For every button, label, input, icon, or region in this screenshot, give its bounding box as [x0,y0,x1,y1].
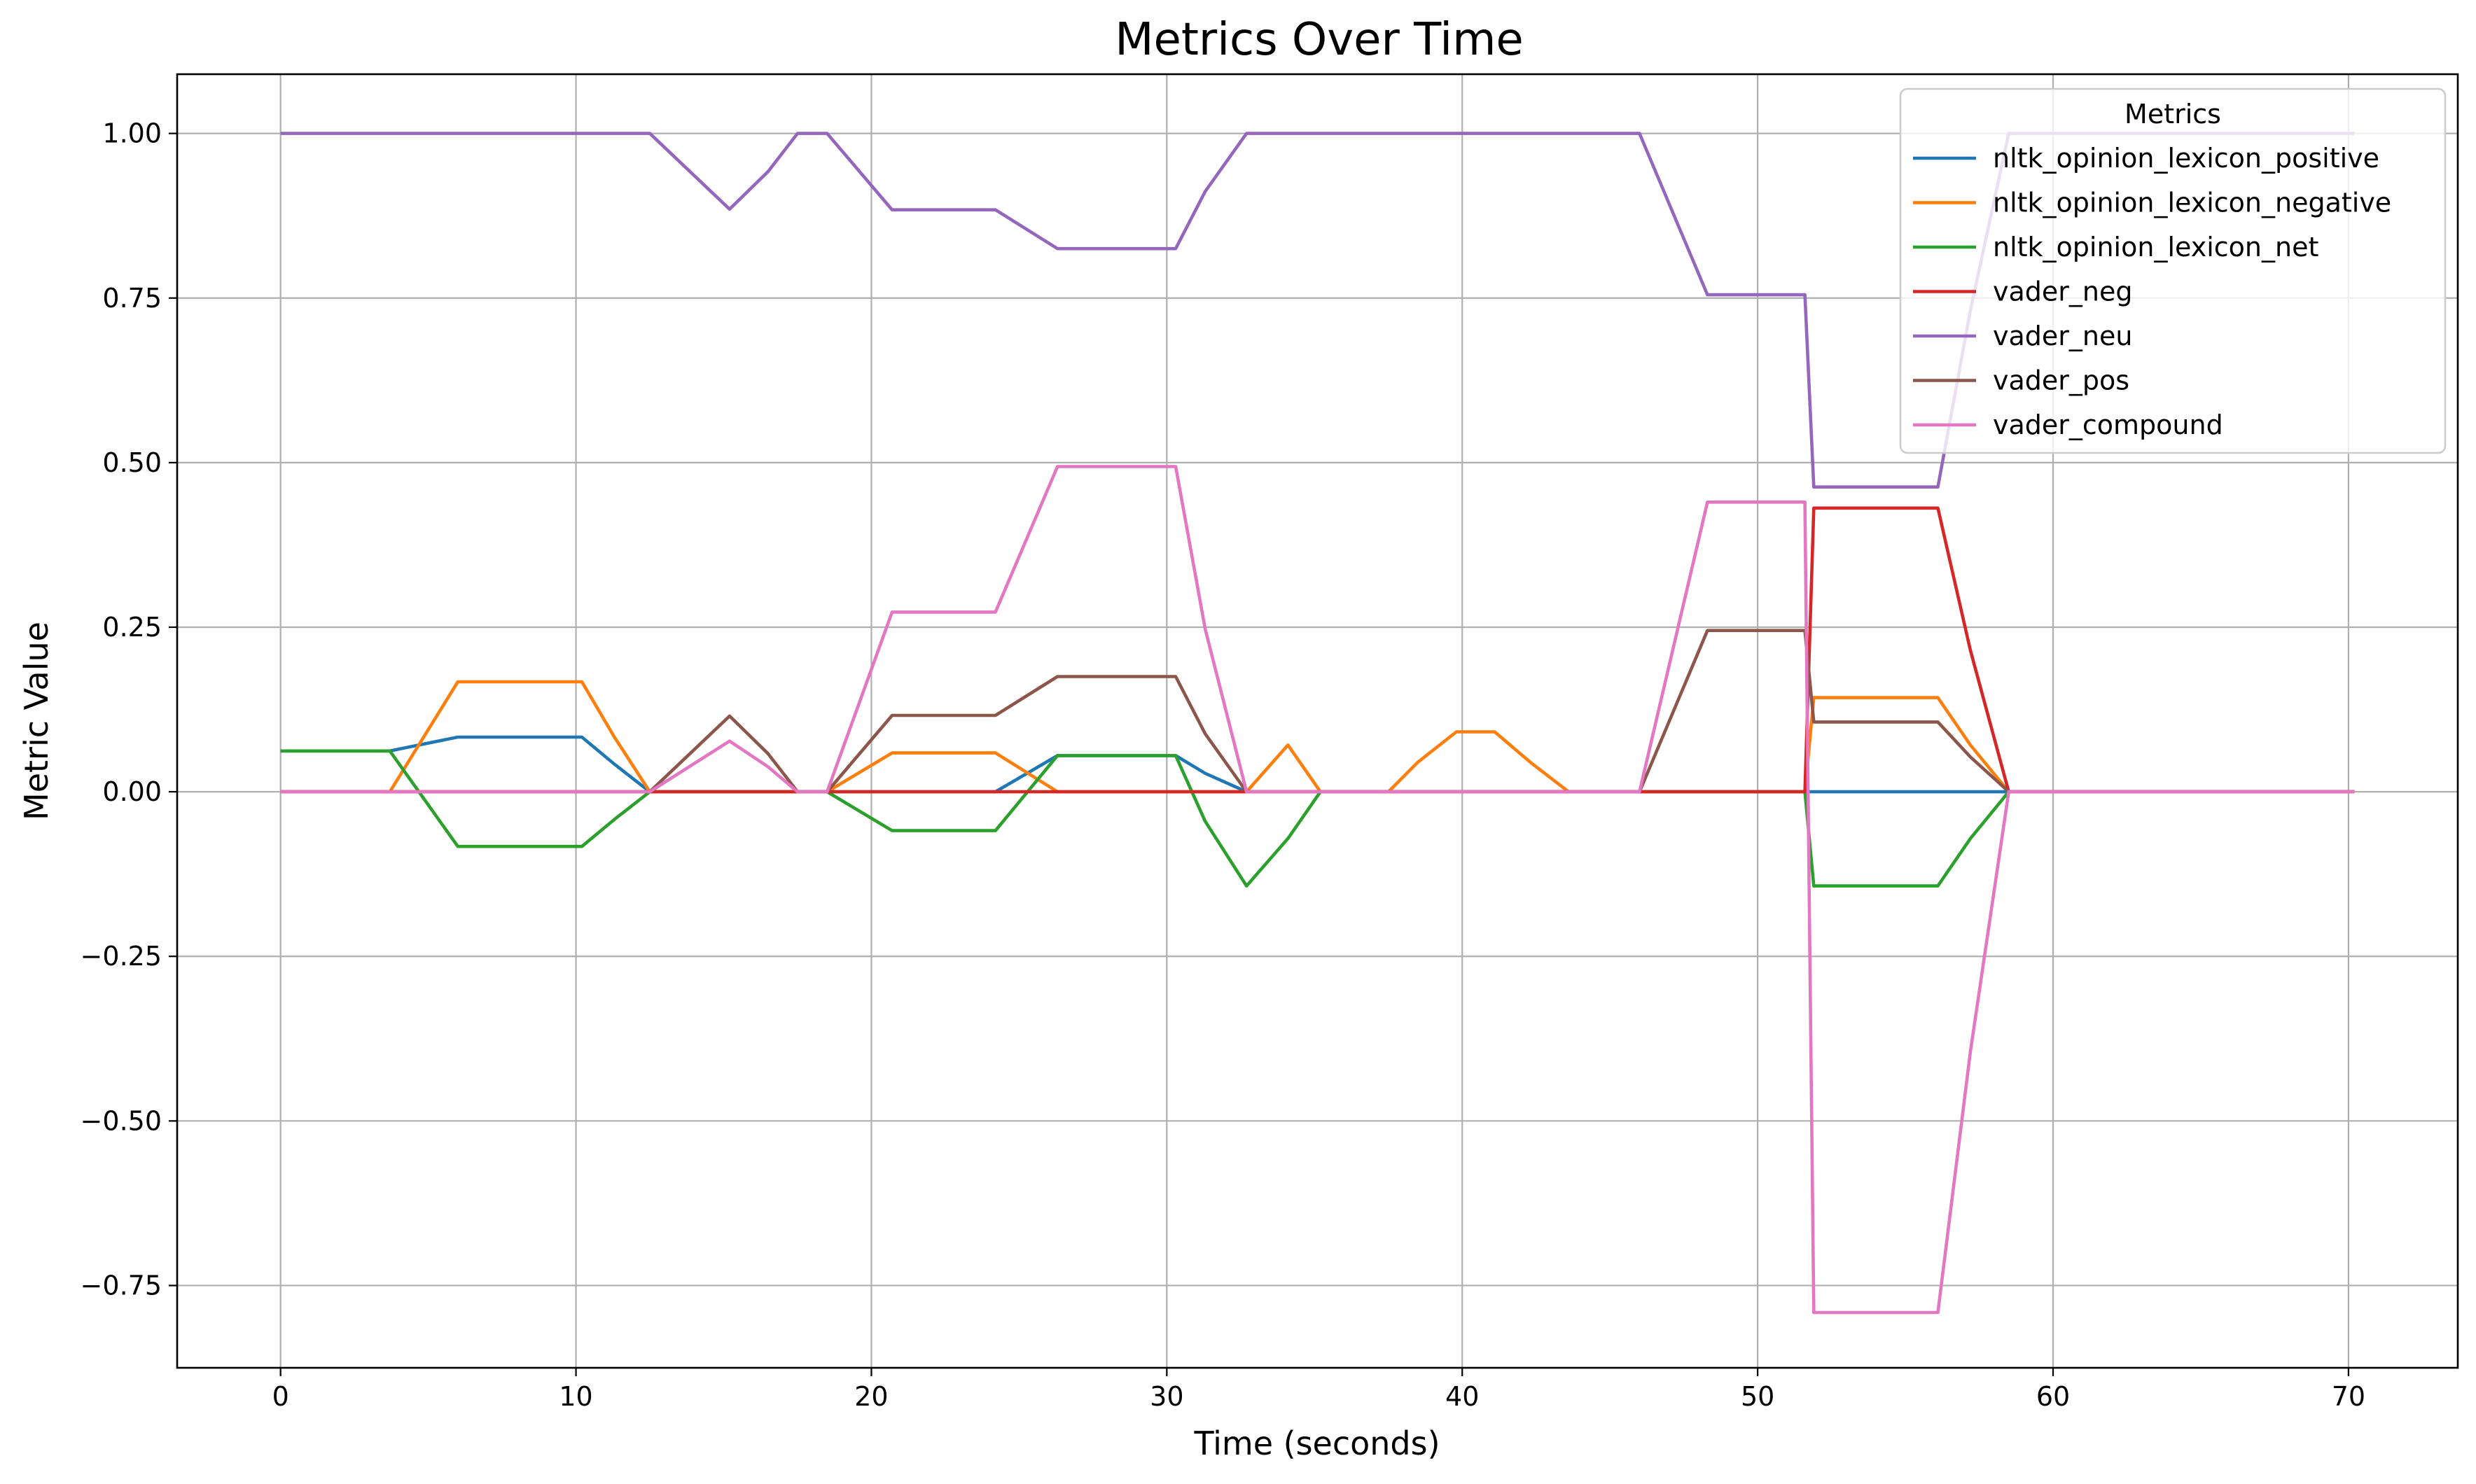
legend-entry-label: nltk_opinion_lexicon_positive [1993,143,2379,174]
y-tick-label: 0.75 [102,283,162,314]
y-tick-label: 0.25 [102,612,162,643]
y-tick-label: 1.00 [102,118,162,149]
x-axis-label: Time (seconds) [1193,1424,1440,1462]
legend-entry-label: vader_pos [1993,365,2129,396]
legend-entry-label: nltk_opinion_lexicon_negative [1993,188,2391,218]
y-axis-ticks: −0.75 −0.50 −0.25 0.00 0.25 0.50 0.75 1.00 [81,118,177,1301]
y-tick-label: 0.50 [102,447,162,478]
series-line-vader_compound [280,465,2355,1315]
y-tick-label: −0.50 [81,1105,162,1136]
legend-entry-label: vader_neg [1993,276,2132,307]
y-tick-label: 0.00 [102,776,162,807]
y-axis-label: Metric Value [18,622,55,820]
x-axis-ticks: 0 10 20 30 40 50 60 70 [272,1368,2365,1412]
x-tick-label: 10 [559,1381,592,1412]
legend: Metrics nltk_opinion_lexicon_positivenlt… [1899,88,2447,454]
series-line-vader_neu [280,132,2355,489]
legend-entry-label: vader_compound [1993,410,2223,440]
series-line-vader_pos [280,629,2355,794]
plot-frame [176,73,2459,1369]
y-tick-label: −0.75 [81,1270,162,1301]
x-tick-label: 50 [1741,1381,1774,1412]
series-layer [280,132,2355,1315]
legend-entry-label: vader_neu [1993,321,2132,351]
chart-title: Metrics Over Time [1115,14,1524,66]
y-tick-label: −0.25 [81,941,162,972]
series-line-nltk_opinion_lexicon_net [280,749,2355,888]
x-tick-label: 20 [854,1381,888,1412]
x-tick-label: 70 [2332,1381,2365,1412]
x-tick-label: 60 [2036,1381,2070,1412]
legend-box [1899,88,2447,454]
legend-title: Metrics [2124,99,2221,130]
x-tick-label: 0 [272,1381,289,1412]
legend-items: nltk_opinion_lexicon_positive nltk_opinio… [1913,143,2391,440]
x-tick-label: 40 [1445,1381,1479,1412]
legend-entry-label: nltk_opinion_lexicon_net [1993,232,2318,262]
x-tick-label: 30 [1150,1381,1183,1412]
